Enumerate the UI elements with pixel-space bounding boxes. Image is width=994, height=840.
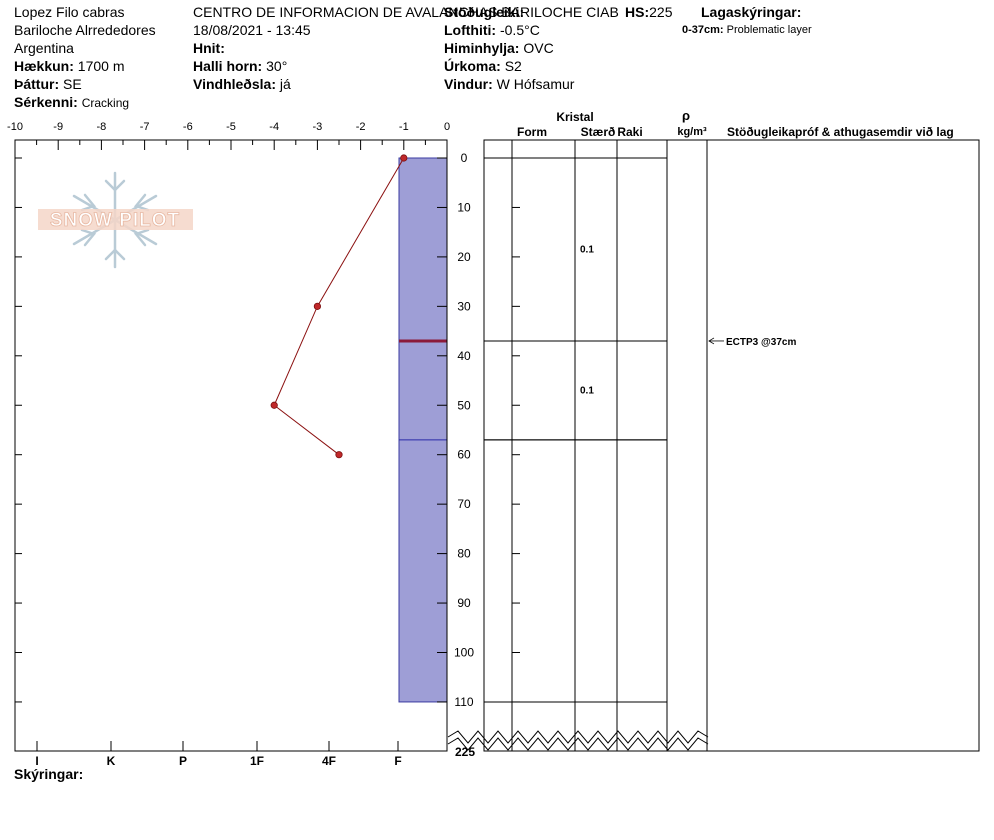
temperature-point bbox=[335, 451, 343, 459]
layer-note: 0-37cm: Problematic layer bbox=[682, 24, 812, 37]
header-comments: Stöðugleikapróf & athugasemdir við lag bbox=[727, 125, 954, 139]
header-form: Form bbox=[517, 125, 547, 139]
depth-tick-label: 60 bbox=[457, 448, 471, 462]
depth-tick-label: 50 bbox=[457, 398, 471, 412]
precip-value: S2 bbox=[504, 58, 522, 74]
temp-tick-label: 0 bbox=[444, 121, 450, 133]
header-density-symbol: ρ bbox=[682, 108, 690, 123]
hs-field: HS:225 bbox=[625, 4, 672, 20]
elevation-label: Hækkun: bbox=[14, 58, 74, 74]
depth-tick-label: 70 bbox=[457, 497, 471, 511]
hardness-tick-label: K bbox=[107, 754, 116, 768]
air-temp-field: Lofthiti: -0.5°C bbox=[444, 22, 540, 38]
stability-test-arrowhead bbox=[708, 337, 715, 345]
wind-loading-label: Vindhleðsla: bbox=[193, 76, 276, 92]
slope-label: Halli horn: bbox=[193, 58, 263, 74]
hs-value: 225 bbox=[649, 4, 673, 20]
specifics-value: Cracking bbox=[81, 96, 130, 110]
wind-field: Vindur: W Hófsamur bbox=[444, 76, 574, 92]
aspect-field: Þáttur: SE bbox=[14, 76, 82, 92]
temperature-point bbox=[270, 401, 278, 409]
wind-value: W Hófsamur bbox=[496, 76, 575, 92]
hardness-tick-label: P bbox=[179, 754, 187, 768]
axis-break bbox=[447, 727, 709, 751]
aspect-label: Þáttur: bbox=[14, 76, 60, 92]
wind-loading-field: Vindhleðsla: já bbox=[193, 76, 291, 92]
depth-tick-label: 40 bbox=[457, 349, 471, 363]
stability-label: Stöðugleiki: bbox=[444, 4, 525, 20]
specifics-field: Sérkenni: Cracking bbox=[14, 94, 129, 111]
layer-table-frame bbox=[483, 139, 980, 752]
hardness-tick-label: F bbox=[394, 754, 401, 768]
depth-tick-label: 90 bbox=[457, 596, 471, 610]
slope-value: 30° bbox=[266, 58, 288, 74]
location-name: Bariloche Alrrededores bbox=[14, 22, 156, 38]
sky-field: Himinhylja: OVC bbox=[444, 40, 554, 56]
elevation-field: Hækkun: 1700 m bbox=[14, 58, 125, 74]
legend-label: Skýringar: bbox=[14, 766, 84, 782]
depth-tick-label: 100 bbox=[454, 646, 474, 660]
specifics-label: Sérkenni: bbox=[14, 94, 78, 110]
temp-tick-label: -10 bbox=[7, 121, 23, 133]
depth-tick-label: 10 bbox=[457, 200, 471, 214]
aspect-value: SE bbox=[63, 76, 82, 92]
header-size: Stærð bbox=[581, 125, 616, 139]
layer-note-range: 0-37cm: bbox=[682, 24, 724, 36]
hardness-tick-label: 1F bbox=[250, 754, 264, 768]
temp-tick-label: -6 bbox=[183, 121, 193, 133]
temp-tick-label: -1 bbox=[399, 121, 409, 133]
depth-tick-label: 20 bbox=[457, 250, 471, 264]
sky-value: OVC bbox=[523, 40, 554, 56]
wind-label: Vindur: bbox=[444, 76, 493, 92]
temp-tick-label: -2 bbox=[356, 121, 366, 133]
coords-label: Hnit: bbox=[193, 40, 225, 56]
layers-label: Lagaskýringar: bbox=[701, 4, 802, 20]
hardness-bar bbox=[398, 157, 448, 703]
temp-tick-label: -7 bbox=[140, 121, 150, 133]
temp-tick-label: -4 bbox=[269, 121, 279, 133]
slope-field: Halli horn: 30° bbox=[193, 58, 287, 74]
depth-break-label: 225 bbox=[455, 745, 475, 759]
hs-label: HS: bbox=[625, 4, 650, 20]
organization-name: CENTRO DE INFORMACION DE AVALANCHAS BARI… bbox=[193, 4, 619, 20]
air-temp-value: -0.5°C bbox=[499, 22, 540, 38]
header-moisture: Raki bbox=[617, 125, 642, 139]
temperature-plot-frame bbox=[14, 139, 448, 752]
depth-tick-label: 30 bbox=[457, 299, 471, 313]
temp-tick-label: -5 bbox=[226, 121, 236, 133]
temperature-point bbox=[313, 302, 321, 310]
temp-tick-label: -3 bbox=[313, 121, 323, 133]
observation-datetime: 18/08/2021 - 13:45 bbox=[193, 22, 311, 38]
precip-field: Úrkoma: S2 bbox=[444, 58, 522, 74]
header-density-unit: kg/m³ bbox=[677, 126, 707, 138]
sky-label: Himinhylja: bbox=[444, 40, 520, 56]
stability-test-label: ECTP3 @37cm bbox=[726, 337, 796, 348]
elevation-value: 1700 m bbox=[77, 58, 125, 74]
country-name: Argentina bbox=[14, 40, 74, 56]
logo-text: SNOW PILOT bbox=[50, 210, 180, 231]
depth-tick-label: 110 bbox=[454, 695, 473, 709]
temp-tick-label: -8 bbox=[97, 121, 107, 133]
header-crystal: Kristal bbox=[556, 110, 593, 124]
hardness-tick-label: I bbox=[35, 754, 38, 768]
layer-note-text: Problematic layer bbox=[726, 24, 812, 36]
table-cell-size: 0.1 bbox=[580, 385, 594, 396]
depth-tick-label: 80 bbox=[457, 547, 471, 561]
temperature-profile-line bbox=[273, 157, 405, 456]
precip-label: Úrkoma: bbox=[444, 58, 501, 74]
temperature-point bbox=[400, 154, 408, 162]
observer-name: Lopez Filo cabras bbox=[14, 4, 125, 20]
wind-loading-value: já bbox=[279, 76, 291, 92]
depth-tick-label: 0 bbox=[461, 151, 468, 165]
air-temp-label: Lofthiti: bbox=[444, 22, 497, 38]
hardness-tick-label: 4F bbox=[322, 754, 336, 768]
snowpilot-logo: SNOW PILOT bbox=[38, 171, 193, 269]
table-cell-size: 0.1 bbox=[580, 244, 594, 255]
temp-tick-label: -9 bbox=[53, 121, 63, 133]
